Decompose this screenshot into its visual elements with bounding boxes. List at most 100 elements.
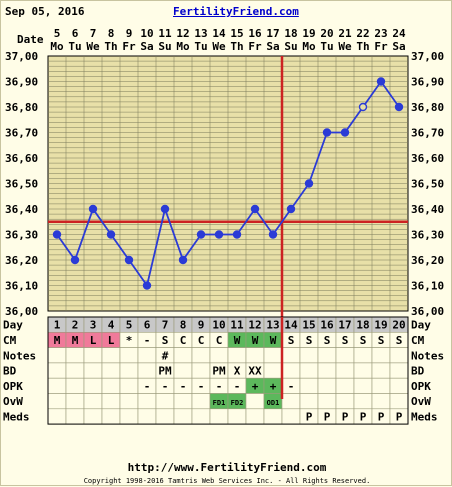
weekday-tick-label: We: [86, 40, 100, 53]
row-cell: [101, 408, 121, 425]
row-cell-value: OD1: [267, 399, 280, 407]
date-tick-label: 14: [212, 27, 226, 40]
row-label-right: Notes: [411, 349, 444, 362]
row-cell-value: C: [180, 334, 187, 347]
weekday-tick-label: Tu: [194, 40, 207, 53]
y-tick-label-right: 36,50: [411, 178, 444, 191]
row-cell: [335, 393, 355, 410]
y-tick-label-right: 36,30: [411, 229, 444, 242]
row-cell-value: W: [252, 334, 259, 347]
y-tick-label-left: 36,20: [5, 254, 38, 267]
date-tick-label: 17: [266, 27, 279, 40]
row-cell-value: W: [234, 334, 241, 347]
row-cell: [83, 362, 103, 379]
row-cell-value: 19: [374, 319, 387, 332]
row-cell: [281, 408, 301, 425]
row-cell-value: S: [378, 334, 385, 347]
row-cell: [191, 362, 211, 379]
temperature-point: [70, 255, 80, 265]
y-tick-label-left: 36,50: [5, 178, 38, 191]
date-tick-label: 19: [302, 27, 315, 40]
brand-link[interactable]: FertilityFriend.com: [173, 5, 299, 18]
weekday-tick-label: Sa: [266, 40, 279, 53]
temperature-point: [196, 230, 206, 239]
temperature-point: [106, 230, 116, 239]
row-cell: [227, 408, 247, 425]
date-tick-label: 7: [90, 27, 97, 40]
row-cell: [101, 393, 121, 410]
row-cell-value: X: [234, 365, 241, 378]
row-cell-value: C: [198, 334, 205, 347]
row-cell-value: -: [144, 334, 151, 347]
weekday-tick-label: Th: [104, 40, 117, 53]
row-label-left: CM: [3, 334, 17, 347]
row-cell-value: P: [324, 410, 331, 423]
y-tick-label-right: 36,20: [411, 254, 444, 267]
y-tick-label-left: 36,00: [5, 305, 38, 318]
row-cell-value: -: [198, 380, 205, 393]
row-cell: [65, 408, 85, 425]
row-cell-value: 9: [198, 319, 205, 332]
date-tick-label: 9: [126, 27, 133, 40]
temperature-point: [178, 255, 188, 265]
row-cell-value: S: [324, 334, 331, 347]
row-cell: [389, 347, 409, 364]
row-cell-value: PM: [158, 365, 172, 378]
row-cell-value: 14: [284, 319, 298, 332]
weekday-tick-label: Fr: [248, 40, 262, 53]
row-cell-value: -: [288, 380, 295, 393]
row-cell-value: L: [108, 334, 115, 347]
temperature-point: [286, 204, 296, 214]
weekday-tick-label: Sa: [392, 40, 405, 53]
row-cell-value: 10: [212, 319, 225, 332]
row-cell: [47, 362, 67, 379]
date-tick-label: 12: [176, 27, 189, 40]
row-cell: [281, 393, 301, 410]
y-tick-label-left: 36,90: [5, 76, 38, 89]
row-cell: [317, 362, 337, 379]
y-tick-label-right: 37,00: [411, 50, 444, 63]
row-cell-value: #: [162, 349, 169, 362]
row-label-right: Meds: [411, 410, 438, 423]
row-cell: [137, 347, 157, 364]
weekday-tick-label: We: [212, 40, 226, 53]
row-cell-value: -: [144, 380, 151, 393]
weekday-tick-label: Fr: [374, 40, 388, 53]
footer-copyright: Copyright 1998-2016 Tamtris Web Services…: [83, 477, 371, 485]
row-cell: [281, 347, 301, 364]
date-tick-label: 20: [320, 27, 333, 40]
row-cell-value: -: [216, 380, 223, 393]
row-cell: [353, 377, 373, 394]
row-cell-value: *: [126, 334, 133, 347]
row-cell-value: -: [234, 380, 241, 393]
row-cell-value: 11: [230, 319, 244, 332]
temperature-point: [340, 128, 350, 137]
row-label-right: OPK: [411, 380, 431, 393]
row-label-left: Notes: [3, 349, 36, 362]
row-cell-value: -: [162, 380, 169, 393]
temperature-point: [52, 230, 62, 239]
y-tick-label-right: 36,40: [411, 203, 444, 216]
row-cell-value: 13: [266, 319, 279, 332]
row-cell: [335, 377, 355, 394]
y-tick-label-right: 36,80: [411, 101, 444, 114]
row-cell-value: PM: [212, 365, 226, 378]
row-cell: [65, 393, 85, 410]
row-cell: [83, 393, 103, 410]
row-label-right: CM: [411, 334, 425, 347]
row-cell-value: 3: [90, 319, 97, 332]
row-label-left: OPK: [3, 380, 23, 393]
row-cell: [101, 347, 121, 364]
row-cell: [155, 408, 175, 425]
weekday-tick-label: Tu: [68, 40, 81, 53]
row-cell: [299, 393, 319, 410]
y-tick-label-left: 37,00: [5, 50, 38, 63]
y-tick-label-left: 36,10: [5, 280, 38, 293]
temperature-point: [394, 102, 404, 112]
row-label-left: Meds: [3, 410, 30, 423]
date-tick-label: 21: [338, 27, 352, 40]
row-cell-value: S: [396, 334, 403, 347]
footer-url[interactable]: http://www.FertilityFriend.com: [127, 461, 327, 474]
